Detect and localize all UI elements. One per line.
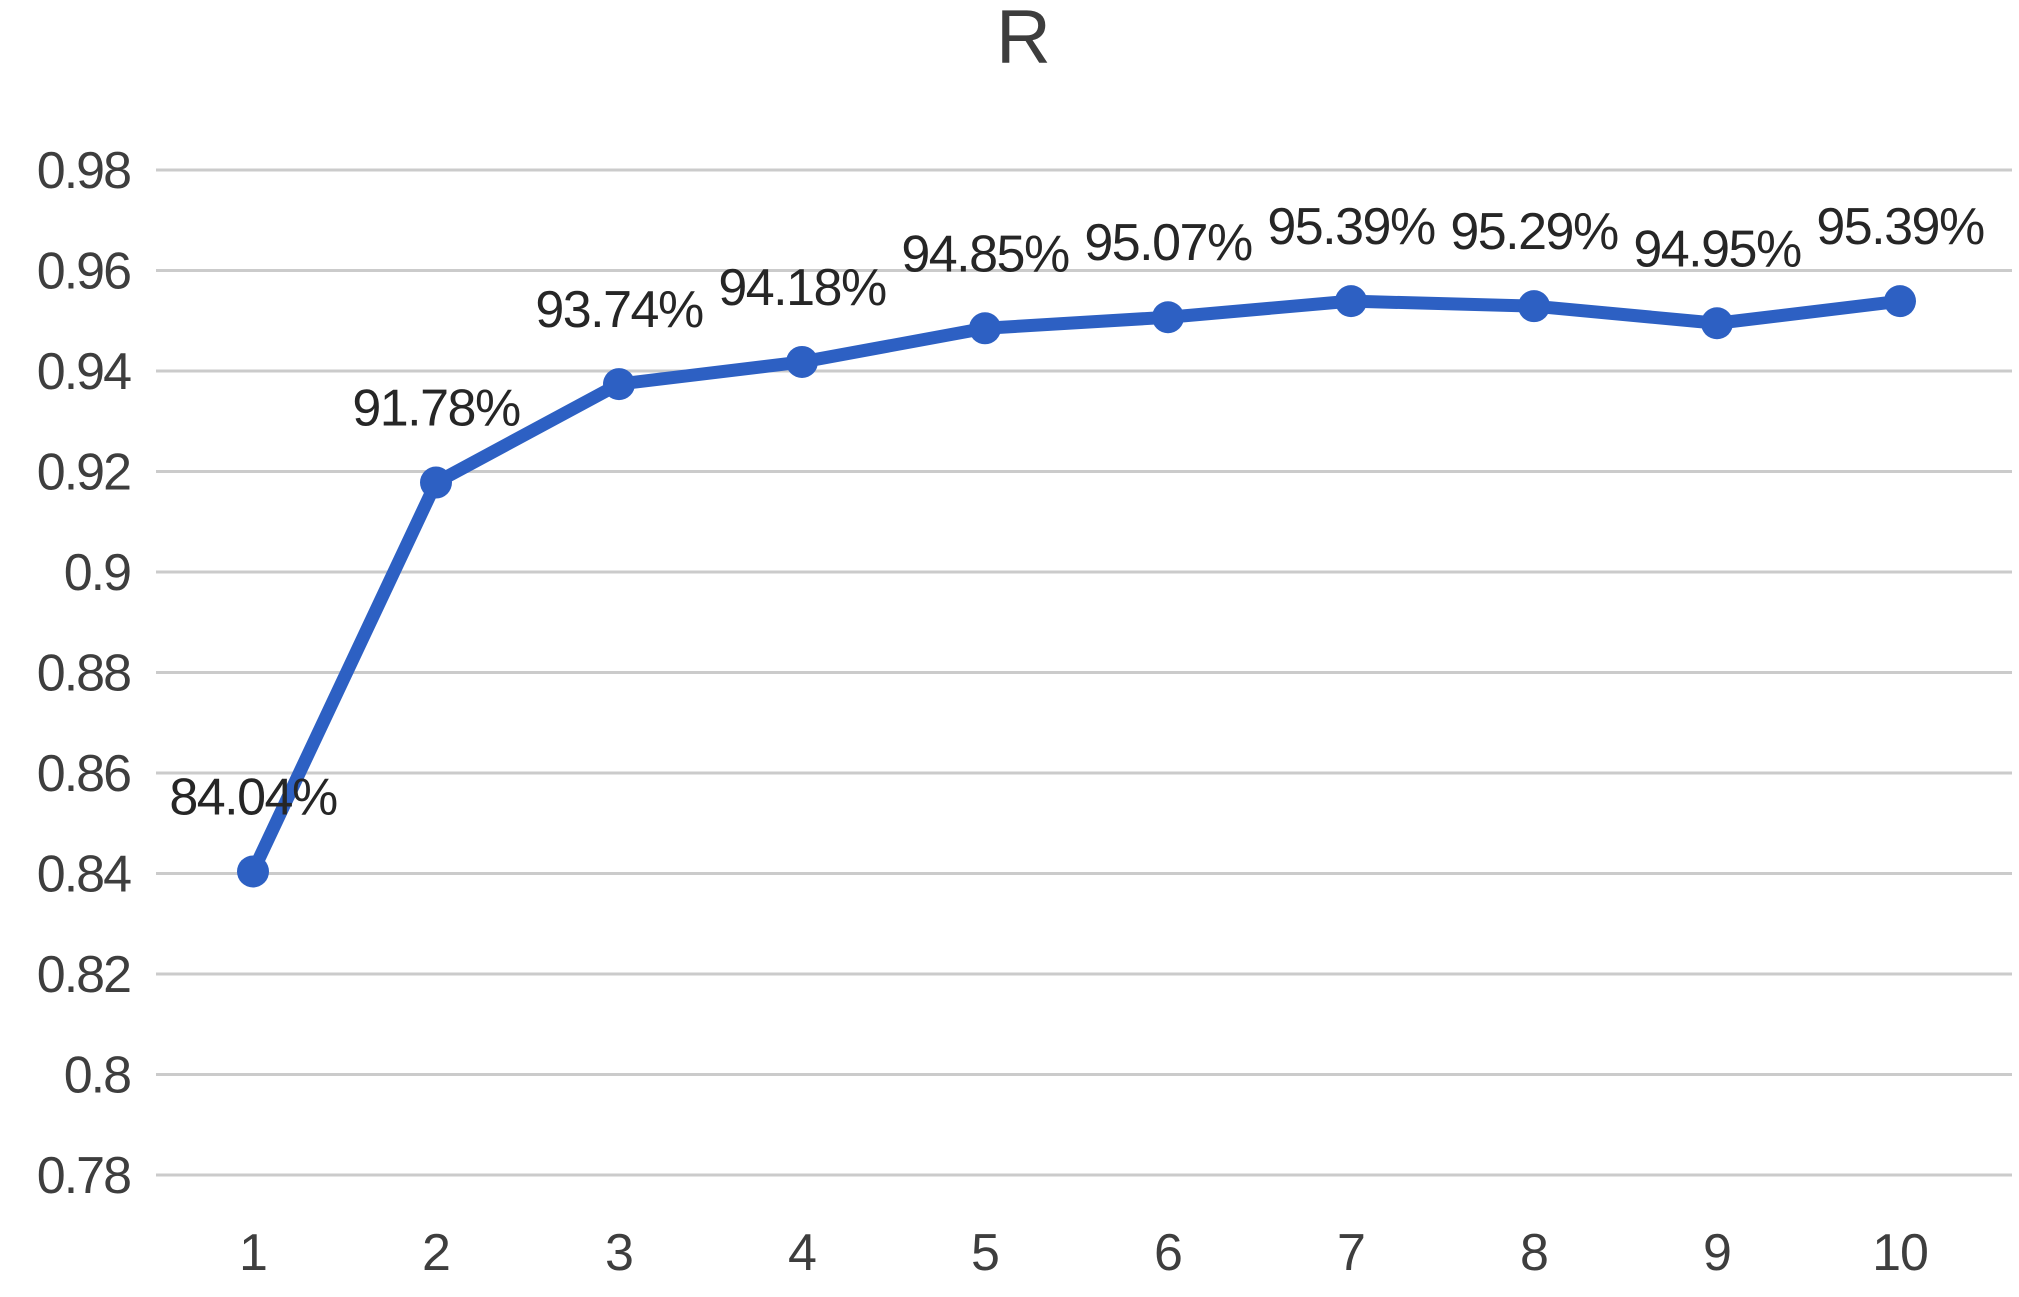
series-line <box>246 294 1907 878</box>
y-axis-tick-label: 0.86 <box>37 745 130 803</box>
x-axis-tick-label: 10 <box>1872 1224 1928 1282</box>
chart-title: R <box>996 0 1051 80</box>
x-axis-tick-label: 8 <box>1520 1224 1548 1282</box>
x-axis-tick-label: 3 <box>605 1224 633 1282</box>
data-point-label: 95.39% <box>1816 198 1984 256</box>
data-point-marker <box>786 345 818 378</box>
data-point-label: 95.07% <box>1084 214 1252 272</box>
x-axis-tick-label: 7 <box>1337 1224 1365 1282</box>
data-point-label: 94.85% <box>901 225 1069 283</box>
y-axis-tick-label: 0.84 <box>37 846 131 904</box>
data-point-marker <box>1152 301 1184 334</box>
y-axis-tick-label: 0.94 <box>37 343 131 401</box>
y-axis-tick-label: 0.82 <box>37 946 130 1004</box>
y-axis-tick-label: 0.88 <box>37 645 130 703</box>
data-point-marker <box>1335 285 1367 318</box>
y-axis-tick-label: 0.9 <box>64 544 130 602</box>
x-axis-tick-label: 5 <box>971 1224 999 1282</box>
data-point-label: 91.78% <box>352 380 520 438</box>
y-axis-tick-label: 0.92 <box>37 444 130 502</box>
data-point-marker <box>1701 307 1733 340</box>
data-point-label: 94.18% <box>718 259 886 317</box>
y-axis-tick-label: 0.96 <box>37 243 130 301</box>
data-point-label: 93.74% <box>535 281 703 339</box>
data-point-label: 94.95% <box>1633 220 1801 278</box>
x-axis-tick-label: 2 <box>422 1224 450 1282</box>
data-point-marker <box>969 312 1001 345</box>
x-axis-tick-label: 9 <box>1703 1224 1731 1282</box>
data-point-marker <box>1518 290 1550 323</box>
y-axis-tick-label: 0.8 <box>64 1047 130 1105</box>
x-axis-tick-label: 6 <box>1154 1224 1182 1282</box>
data-point-marker <box>420 466 452 499</box>
data-point-marker <box>1884 285 1916 318</box>
data-point-marker <box>603 368 635 401</box>
y-axis-tick-label: 0.78 <box>37 1147 130 1205</box>
data-point-label: 95.29% <box>1450 203 1618 261</box>
y-axis-tick-label: 0.98 <box>37 142 130 200</box>
data-point-label: 95.39% <box>1267 198 1435 256</box>
data-point-marker <box>237 855 269 888</box>
x-axis-tick-label: 1 <box>239 1224 267 1282</box>
data-point-label: 84.04% <box>169 768 337 826</box>
x-axis-tick-label: 4 <box>788 1224 816 1282</box>
